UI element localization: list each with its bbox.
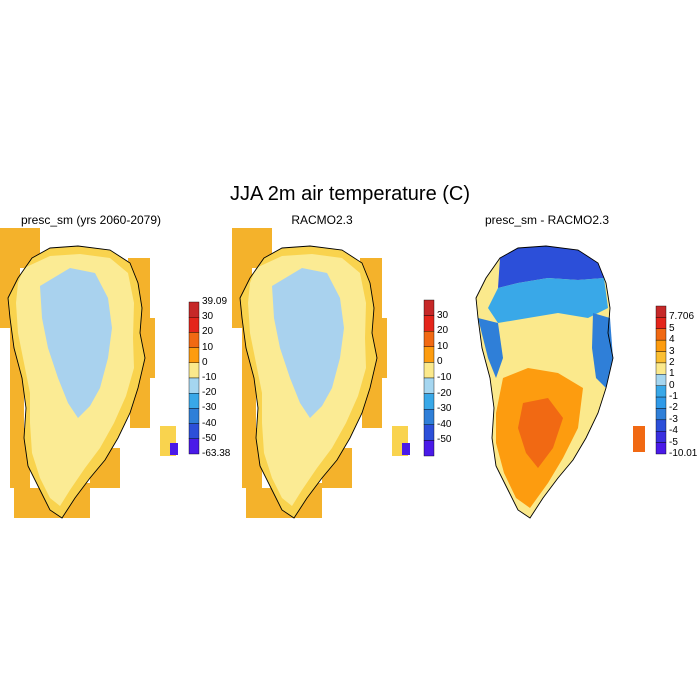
colorbar-tick-label: 30 — [202, 311, 214, 323]
colorbar-tick-label: -4 — [669, 425, 678, 437]
colorbar-tick-label: 10 — [437, 340, 449, 352]
colorbar-cell — [188, 393, 200, 409]
colorbar-tick-label: -50 — [437, 434, 452, 446]
colorbar-cell — [188, 408, 200, 424]
colorbar-cell — [423, 362, 435, 379]
colorbar-cell — [655, 385, 667, 398]
colorbar-tick-label: -5 — [669, 436, 678, 448]
colorbar-cell — [655, 408, 667, 421]
colorbar-tick-label: -50 — [202, 432, 217, 444]
colorbar-cell — [655, 351, 667, 364]
west-coast-negative — [478, 318, 503, 378]
colorbar-cell — [655, 328, 667, 341]
figure-title: JJA 2m air temperature (C) — [229, 183, 471, 205]
colorbar-cell — [655, 317, 667, 329]
map-panel-presc-sm — [0, 228, 178, 519]
colorbar-cell — [655, 362, 667, 375]
colorbar-tick-label: -3 — [669, 413, 678, 425]
panel-title-racmo: RACMO2.3 — [291, 213, 353, 227]
colorbar-tick-label: -63.38 — [202, 448, 231, 459]
colorbar-tick-label: -2 — [669, 402, 678, 414]
colorbar-cell — [655, 374, 667, 386]
colorbar-tick-label: -40 — [202, 417, 217, 429]
south-warm-core — [518, 398, 563, 468]
colorbar-tick-label: 5 — [669, 322, 675, 334]
colorbar-tick-label: 0 — [437, 356, 443, 368]
colorbar-cell — [423, 377, 435, 394]
colorbar-tick-label: -30 — [202, 402, 217, 414]
colorbar-presc-sm — [188, 301, 200, 455]
colorbar-cell — [188, 362, 200, 379]
colorbar-cell — [188, 301, 200, 318]
panel-title-presc-sm: presc_sm (yrs 2060-2079) — [20, 213, 162, 227]
colorbar-tick-label: -20 — [437, 387, 452, 399]
colorbar-cell — [423, 393, 435, 410]
colorbar-tick-label: -10 — [202, 372, 217, 383]
colorbar-tick-label: -10.01 — [669, 448, 698, 459]
colorbar-tick-label: 39.09 — [202, 296, 228, 307]
colorbar-tick-label: 4 — [669, 334, 675, 346]
colorbar-tick-label: 30 — [437, 309, 449, 321]
colorbar-tick-label: -30 — [437, 403, 452, 415]
colorbar-cell — [423, 331, 435, 348]
colorbar-cell — [423, 440, 435, 457]
colorbar-tick-label: 20 — [437, 325, 449, 337]
colorbar-tick-label: -1 — [669, 391, 678, 403]
colorbar-tick-label: 1 — [669, 368, 675, 380]
colorbar-tick-label: 10 — [202, 341, 214, 353]
map-panel-difference — [475, 245, 645, 519]
island-cold-spot — [170, 443, 178, 455]
colorbar-tick-label: 3 — [669, 345, 675, 357]
colorbar-tick-label: 7.706 — [669, 311, 695, 323]
colorbar-tick-label: -20 — [202, 387, 217, 399]
colorbar-cell — [655, 419, 667, 432]
colorbar-difference — [655, 305, 667, 455]
colorbar-cell — [423, 409, 435, 426]
colorbar-cell — [188, 377, 200, 394]
colorbar-cell — [423, 315, 435, 332]
colorbar-cell — [423, 424, 435, 441]
colorbar-racmo — [423, 299, 435, 457]
map-panel-racmo — [232, 228, 410, 519]
colorbar-cell — [188, 347, 200, 364]
panel-title-difference: presc_sm - RACMO2.3 — [484, 213, 610, 227]
colorbar-cell — [655, 431, 667, 443]
colorbar-cell — [188, 423, 200, 440]
colorbar-tick-label: -40 — [437, 418, 452, 430]
colorbar-tick-label: 20 — [202, 326, 214, 338]
north-edge-band — [488, 278, 608, 323]
north-negative-band — [498, 246, 604, 288]
colorbar-cell — [655, 339, 667, 352]
colorbar-tick-label: 0 — [669, 379, 675, 391]
colorbar-cell — [655, 305, 667, 318]
colorbar-cell — [188, 438, 200, 455]
colorbar-tick-label: 0 — [202, 356, 208, 368]
colorbar-cell — [188, 332, 200, 348]
colorbar-cell — [188, 317, 200, 333]
colorbar-cell — [423, 299, 435, 316]
island — [633, 426, 645, 452]
colorbar-cell — [423, 346, 435, 363]
colorbar-tick-label: -10 — [437, 372, 452, 383]
colorbar-cell — [655, 396, 667, 409]
colorbar-cell — [655, 442, 667, 455]
island-cold-spot — [402, 443, 410, 455]
colorbar-tick-label: 2 — [669, 356, 675, 368]
